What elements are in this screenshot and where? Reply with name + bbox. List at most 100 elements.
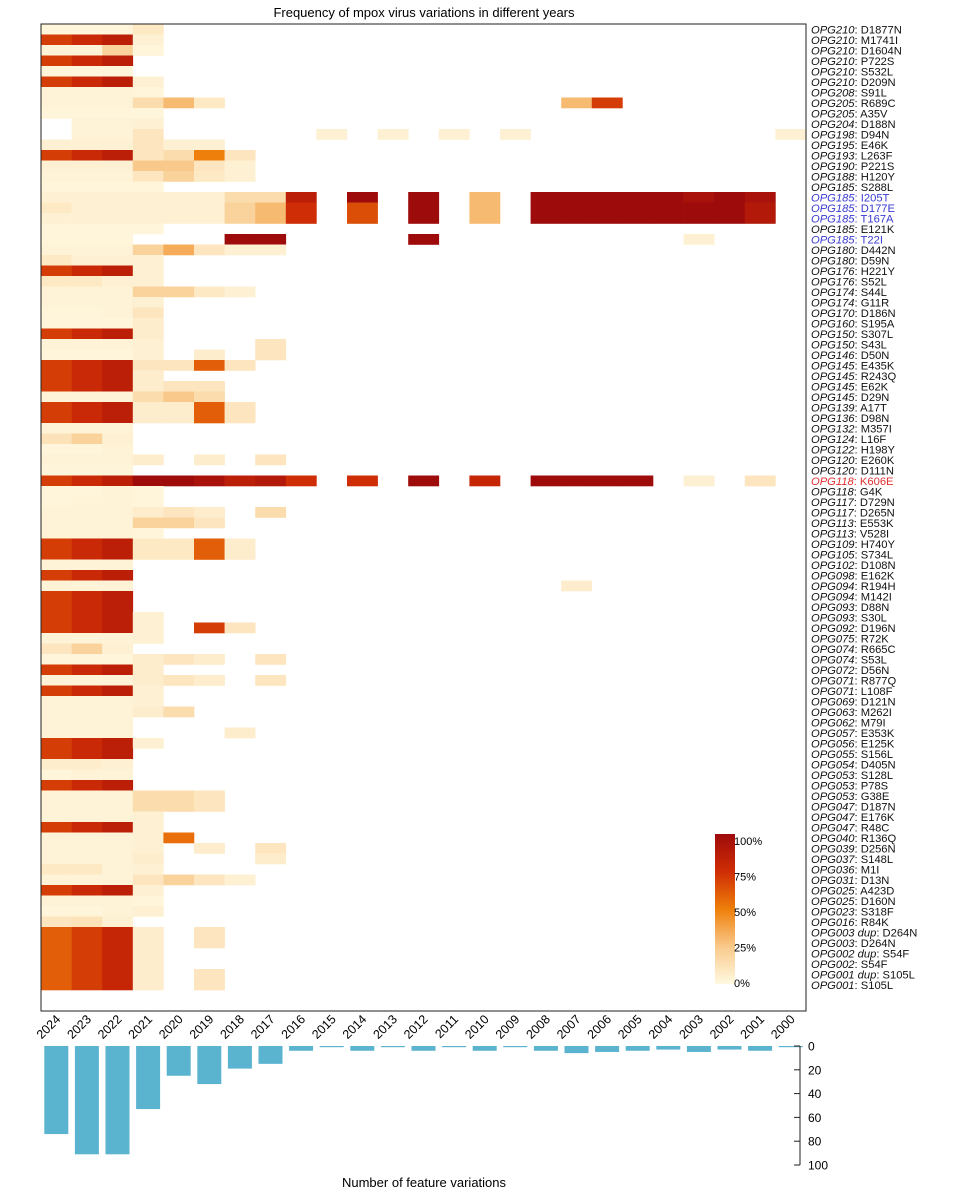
- year-label: 2008: [523, 1012, 553, 1042]
- heatmap-cell: [102, 244, 134, 256]
- heatmap-cell: [653, 202, 684, 214]
- variation-bar: [748, 1046, 773, 1051]
- heatmap-cell: [102, 874, 134, 886]
- row-label: OPG176: S52L: [811, 276, 887, 288]
- row-label: OPG074: S53L: [811, 654, 887, 666]
- heatmap-cell: [255, 202, 287, 214]
- heatmap-cell: [71, 55, 103, 67]
- row-label: OPG062: M79I: [811, 717, 886, 729]
- heatmap-cell: [102, 780, 134, 791]
- heatmap-cell: [194, 349, 225, 361]
- variation-bar: [411, 1046, 436, 1051]
- heatmap-cell: [561, 192, 593, 203]
- heatmap-cell: [71, 633, 103, 644]
- heatmap-cell: [591, 192, 623, 203]
- heatmap-cell: [102, 769, 134, 781]
- heatmap-cell: [224, 160, 256, 172]
- heatmap-cell: [41, 948, 72, 959]
- heatmap-cell: [71, 570, 103, 581]
- row-label: OPG047: R48C: [811, 822, 889, 834]
- variation-bar: [778, 1046, 803, 1048]
- heatmap-cell: [102, 139, 134, 151]
- row-label: OPG109: H740Y: [811, 539, 896, 551]
- heatmap-cell: [41, 297, 72, 308]
- heatmap-cell: [41, 139, 72, 151]
- heatmap-cell: [102, 339, 134, 350]
- heatmap-cell: [41, 696, 72, 707]
- row-label: OPG139: A17T: [811, 402, 887, 414]
- heatmap-cell: [255, 454, 287, 466]
- year-label: 2014: [340, 1012, 370, 1042]
- heatmap-cell: [71, 318, 103, 329]
- heatmap-cell: [194, 622, 225, 634]
- heatmap-cell: [622, 192, 654, 203]
- heatmap-cell: [102, 517, 134, 529]
- row-label: OPG054: D405N: [811, 759, 896, 771]
- row-label: OPG185: T22I: [811, 234, 883, 246]
- row-label: OPG208: S91L: [811, 87, 887, 99]
- heatmap-cell: [132, 706, 164, 718]
- heatmap-cell: [41, 328, 72, 340]
- heatmap-cell: [41, 244, 72, 256]
- heatmap-cell: [163, 160, 195, 172]
- heatmap-cell: [194, 475, 225, 487]
- heatmap-cell: [71, 549, 103, 560]
- heatmap-cell: [102, 633, 134, 644]
- row-label: OPG210: D1604N: [811, 45, 902, 57]
- heatmap-cell: [71, 150, 103, 161]
- variation-bar: [319, 1046, 344, 1048]
- heatmap-cell: [163, 874, 195, 886]
- heatmap-cell: [102, 192, 134, 203]
- heatmap-cell: [41, 108, 72, 119]
- heatmap-cell: [41, 570, 72, 581]
- heatmap-cell: [194, 538, 225, 550]
- heatmap-cell: [224, 360, 256, 371]
- variation-bar: [503, 1046, 528, 1048]
- heatmap-cell: [71, 979, 103, 991]
- heatmap-cell: [41, 76, 72, 88]
- heatmap-cell: [194, 213, 225, 224]
- heatmap-cell: [102, 948, 134, 959]
- heatmap-cell: [255, 853, 287, 865]
- heatmap-cell: [194, 675, 225, 686]
- heatmap-cell: [224, 286, 256, 298]
- row-label: OPG185: I205T: [811, 192, 890, 204]
- heatmap-cell: [41, 927, 72, 938]
- row-label: OPG198: D94N: [811, 129, 889, 141]
- year-label: 2016: [279, 1012, 309, 1042]
- heatmap-cell: [285, 213, 317, 224]
- heatmap-cell: [194, 979, 225, 991]
- heatmap-cell: [347, 475, 378, 487]
- row-label: OPG092: D196N: [811, 623, 896, 635]
- heatmap-cell: [71, 381, 103, 392]
- heatmap-cell: [71, 66, 103, 77]
- heatmap-cell: [102, 234, 134, 245]
- row-label: OPG120: D111N: [811, 465, 894, 477]
- heatmap-cell: [132, 192, 164, 203]
- heatmap-cell: [71, 664, 103, 676]
- heatmap-cell: [132, 34, 164, 46]
- heatmap-cell: [102, 328, 134, 340]
- heatmap-cell: [102, 895, 134, 907]
- heatmap-cell: [132, 391, 164, 403]
- heatmap-cell: [102, 717, 134, 728]
- legend-label: 50%: [734, 907, 756, 919]
- heatmap-cell: [561, 213, 593, 224]
- heatmap-cell: [71, 675, 103, 686]
- heatmap-cell: [71, 129, 103, 140]
- heatmap-cell: [561, 202, 593, 214]
- heatmap-cell: [71, 622, 103, 634]
- heatmap-cell: [102, 601, 134, 613]
- heatmap-cell: [102, 360, 134, 371]
- heatmap-cell: [71, 171, 103, 182]
- heatmap-cell: [163, 391, 195, 403]
- heatmap-cell: [469, 202, 501, 214]
- heatmap-cell: [163, 675, 195, 686]
- heatmap-cell: [591, 475, 623, 487]
- heatmap-cell: [132, 160, 164, 172]
- heatmap-cell: [132, 402, 164, 413]
- heatmap-cell: [71, 822, 103, 833]
- heatmap-cell: [41, 727, 72, 739]
- row-label: OPG120: E260K: [811, 455, 895, 467]
- variation-bar: [74, 1046, 99, 1155]
